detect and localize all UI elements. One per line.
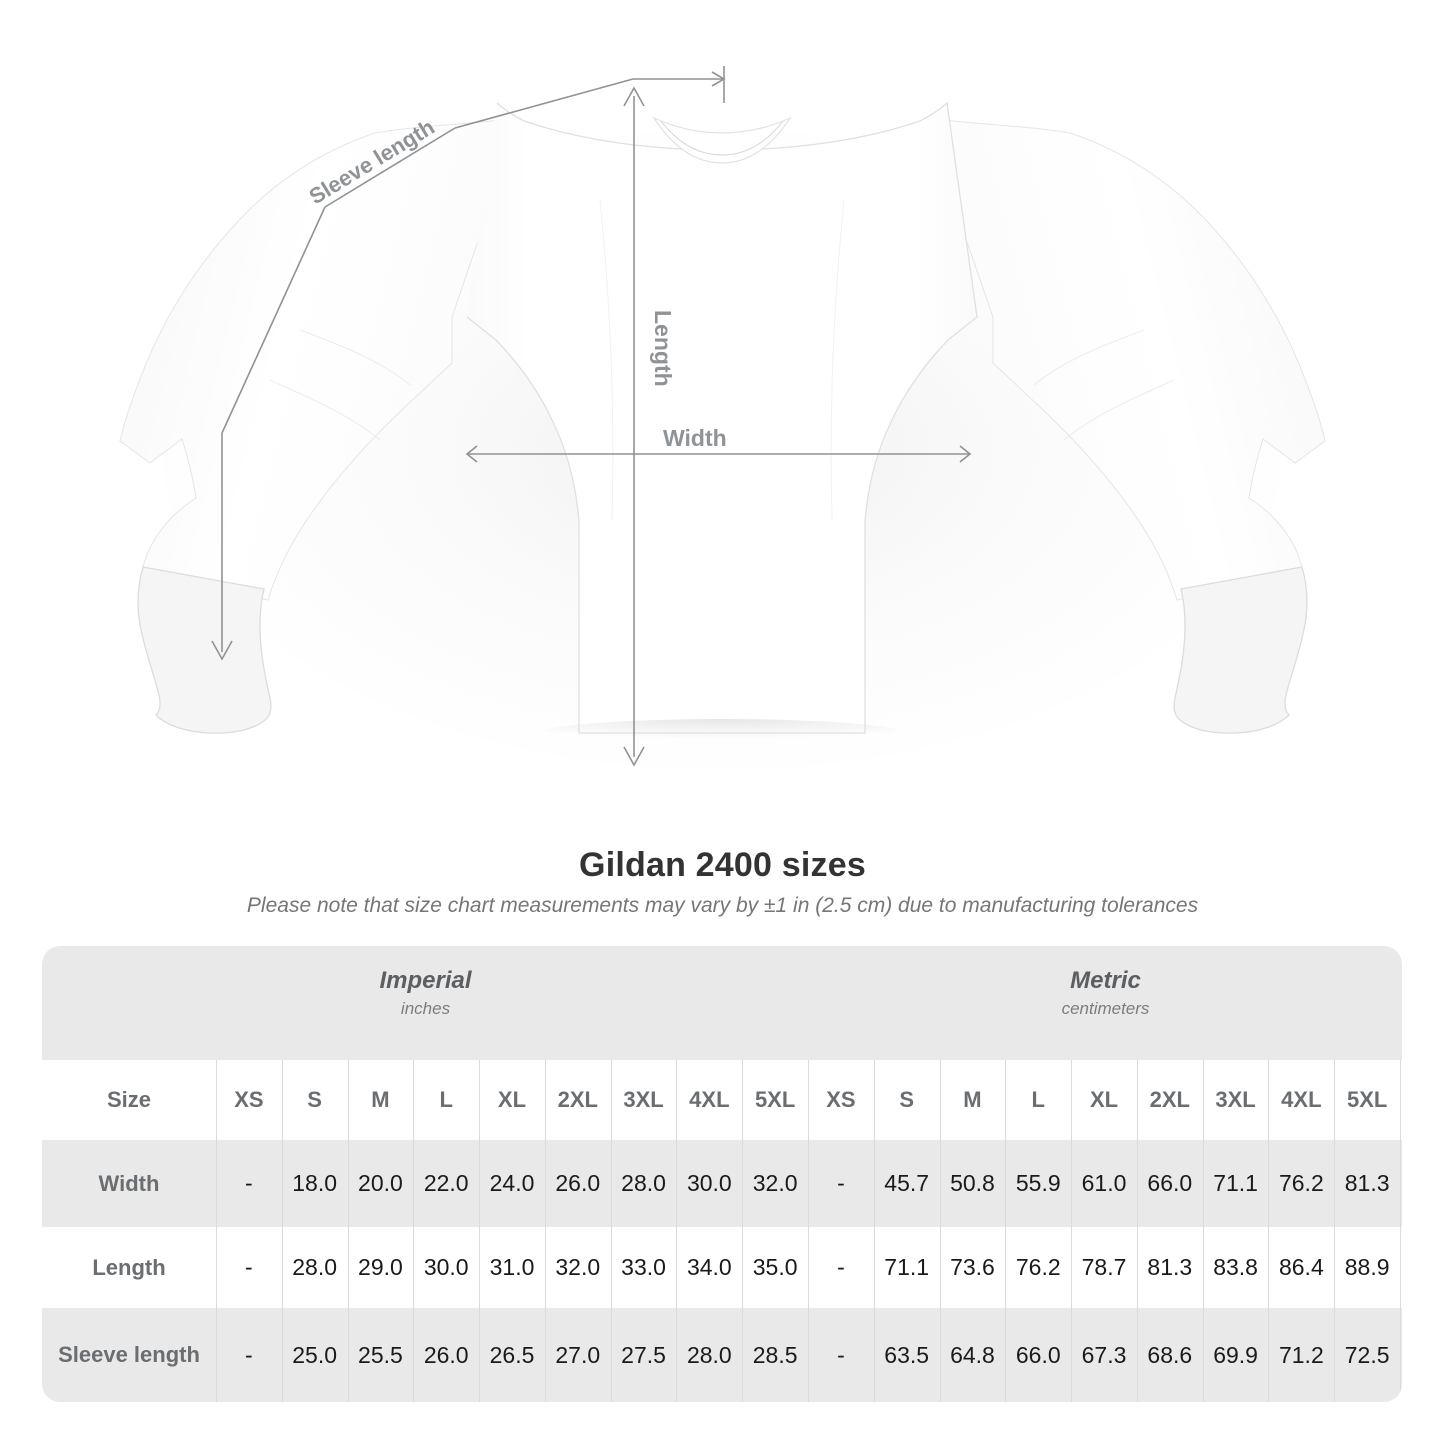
svg-text:Width: Width [663, 425, 727, 451]
svg-text:Length: Length [650, 310, 676, 387]
